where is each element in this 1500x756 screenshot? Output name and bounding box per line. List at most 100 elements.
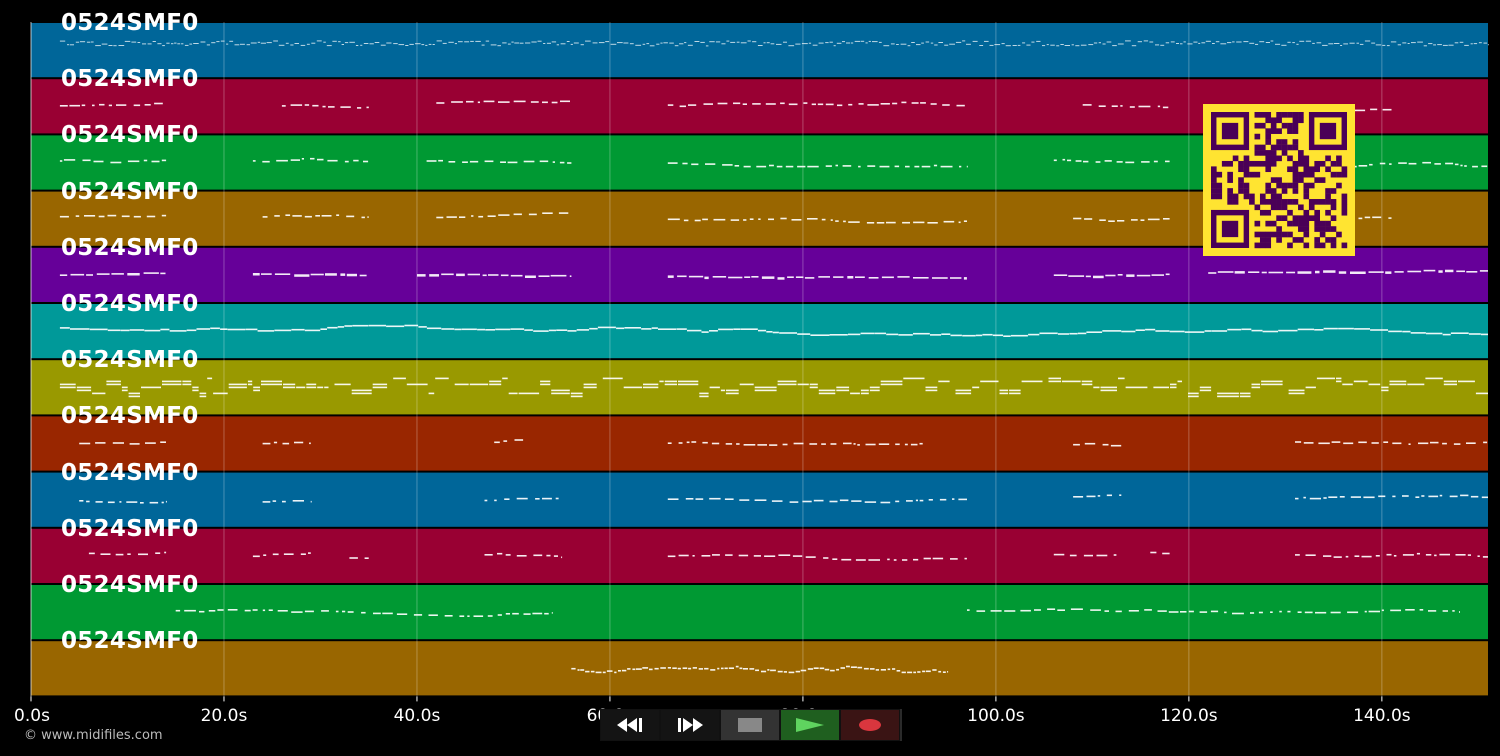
note <box>257 41 261 43</box>
fast-forward-button[interactable] <box>660 709 720 741</box>
note <box>199 610 205 613</box>
note <box>368 324 386 327</box>
note <box>1096 554 1108 557</box>
note <box>632 668 636 671</box>
note <box>1138 105 1151 108</box>
note <box>372 386 388 389</box>
note <box>903 377 925 380</box>
note <box>1386 45 1390 47</box>
note <box>140 502 144 504</box>
note <box>950 558 958 560</box>
note <box>739 667 743 670</box>
note-marks <box>59 40 1489 674</box>
note <box>342 610 346 613</box>
note <box>121 386 128 389</box>
note <box>913 332 930 335</box>
note <box>999 392 1009 395</box>
note <box>84 215 96 217</box>
note <box>304 104 310 106</box>
track-notes <box>59 40 1489 47</box>
note <box>925 670 931 673</box>
note <box>1323 555 1332 557</box>
note <box>1287 41 1291 43</box>
note <box>1211 330 1228 332</box>
note <box>1470 43 1473 45</box>
note <box>349 557 358 559</box>
note <box>1208 272 1217 274</box>
note <box>1042 45 1046 47</box>
note <box>1305 40 1312 42</box>
note <box>980 380 999 383</box>
note <box>735 665 739 668</box>
note <box>1150 551 1157 554</box>
note <box>776 43 782 45</box>
note <box>351 389 372 392</box>
note <box>1423 269 1436 272</box>
note <box>627 668 631 670</box>
note <box>1375 555 1380 557</box>
note <box>1009 389 1021 392</box>
note <box>79 442 91 445</box>
note <box>699 395 709 398</box>
note <box>580 44 584 46</box>
note <box>1056 45 1060 47</box>
note <box>435 377 449 380</box>
note <box>624 327 641 329</box>
note <box>234 44 240 46</box>
note <box>111 273 124 275</box>
note <box>1080 44 1087 46</box>
note <box>113 45 117 47</box>
note <box>498 214 510 216</box>
stop-button[interactable] <box>720 709 780 741</box>
note <box>1251 329 1263 332</box>
track-label: 0524SMF0 <box>61 66 199 93</box>
note <box>1028 333 1040 336</box>
note <box>805 556 816 558</box>
note <box>1232 41 1235 43</box>
note <box>766 331 773 333</box>
note <box>514 42 520 44</box>
note <box>1249 42 1255 44</box>
note <box>192 389 199 392</box>
note <box>739 383 754 386</box>
note <box>413 614 423 616</box>
note <box>878 443 890 445</box>
rewind-button[interactable] <box>600 709 660 741</box>
play-button[interactable] <box>780 709 840 741</box>
note <box>795 670 801 673</box>
note <box>1075 160 1082 162</box>
note <box>1487 44 1489 46</box>
note <box>1358 441 1367 444</box>
note <box>360 44 363 46</box>
note <box>1198 42 1201 44</box>
note <box>726 40 730 42</box>
record-button[interactable] <box>840 709 900 741</box>
note <box>315 215 320 217</box>
note <box>649 668 653 671</box>
note <box>129 443 140 445</box>
note <box>1475 392 1488 395</box>
note <box>934 44 938 46</box>
note <box>1048 377 1061 380</box>
note <box>1389 163 1392 165</box>
note <box>542 101 548 104</box>
note <box>552 161 555 163</box>
note <box>1241 328 1252 331</box>
note <box>316 40 322 42</box>
note <box>107 329 121 332</box>
note <box>1402 554 1414 556</box>
note <box>1073 496 1084 498</box>
note <box>1098 42 1101 44</box>
note <box>842 41 845 43</box>
note <box>326 45 332 47</box>
note <box>1468 333 1481 335</box>
note <box>1098 105 1106 107</box>
note <box>1419 609 1424 611</box>
note <box>418 326 427 328</box>
note <box>312 104 319 107</box>
note <box>736 41 740 43</box>
note <box>382 612 393 615</box>
note <box>1268 271 1284 274</box>
note <box>1388 217 1392 219</box>
note <box>894 165 900 168</box>
